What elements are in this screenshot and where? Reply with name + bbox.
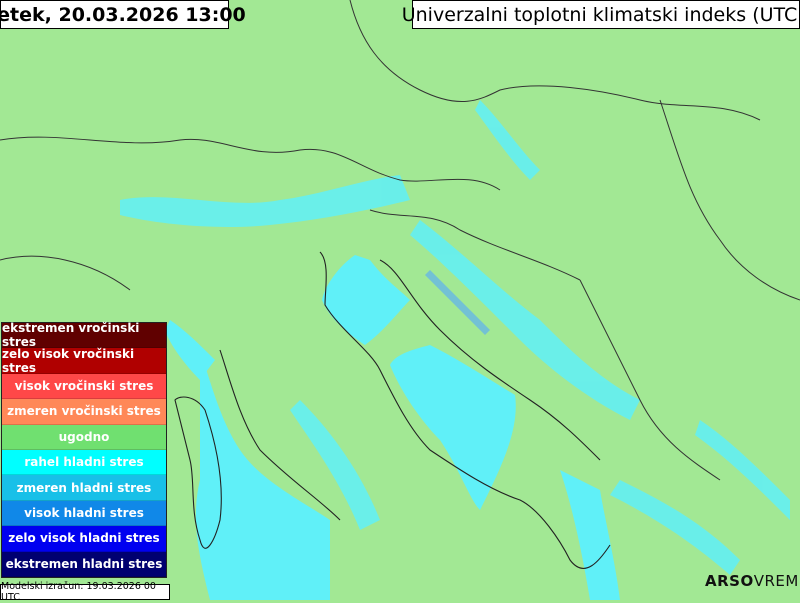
alps-cold-patches (120, 100, 790, 575)
coastline (174, 251, 611, 569)
legend-label: zmeren vročinski stres (7, 404, 161, 419)
legend-label: rahel hladni stres (24, 455, 144, 470)
adriatic-south-area (390, 345, 516, 510)
model-run-note: Modelski izračun: 19.03.2026 00 UTC (0, 581, 170, 603)
legend-item: ekstremen hladni stres (2, 551, 166, 577)
legend-label: zelo visok hladni stres (8, 531, 160, 546)
legend-item: ekstremen vročinski stres (2, 321, 166, 350)
legend-item: visok hladni stres (2, 500, 166, 527)
legend-item: zelo visok vročinski stres (2, 346, 166, 375)
legend-label: zelo visok vročinski stres (2, 346, 135, 375)
country-borders (0, 0, 800, 481)
legend-label: ekstremen vročinski stres (2, 321, 140, 350)
high-cold-patches (425, 270, 490, 335)
legend-item: zmeren hladni stres (2, 475, 166, 501)
logo-bold: ARSO (705, 572, 754, 590)
legend-label: visok hladni stres (24, 505, 144, 520)
adriatic-sea-area (322, 255, 410, 345)
index-title: Univerzalni toplotni klimatski indeks (U… (402, 0, 800, 29)
legend-label: ugodno (58, 429, 110, 444)
legend-item: visok vročinski stres (2, 373, 166, 400)
ionian-area (560, 470, 620, 600)
logo-light: VREME (753, 572, 800, 590)
arso-vreme-logo: ARSOVREME (705, 572, 800, 590)
legend-item: rahel hladni stres (2, 449, 166, 476)
legend-label: zmeren hladni stres (16, 480, 152, 495)
legend-label: ekstremen hladni stres (5, 556, 163, 571)
legend-item: zmeren vročinski stres (2, 399, 166, 425)
ligurian-area (165, 320, 215, 380)
legend-label: visok vročinski stres (14, 378, 154, 393)
tyrrhenian-sea-area (195, 350, 330, 600)
date-title: Petek, 20.03.2026 13:00 (0, 0, 246, 29)
legend-item: ugodno (2, 424, 166, 450)
utci-legend: ekstremen vročinski stres zelo visok vro… (1, 321, 167, 578)
legend-item: zelo visok hladni stres (2, 526, 166, 552)
